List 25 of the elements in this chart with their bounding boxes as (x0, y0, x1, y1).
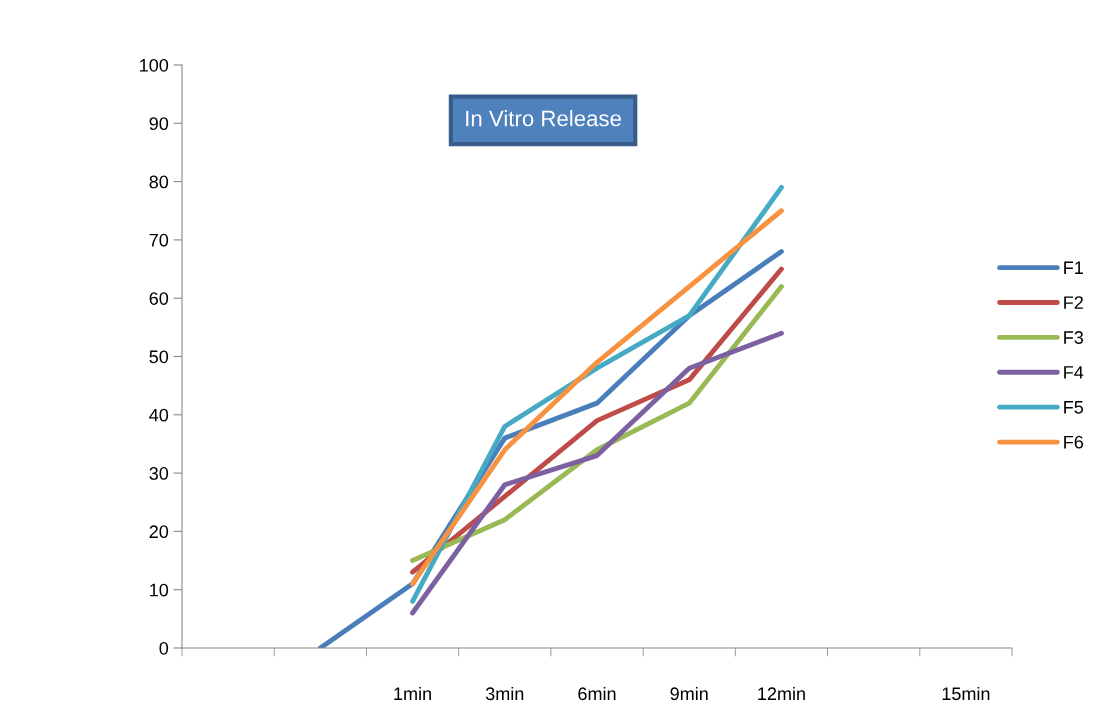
legend-label: F4 (1064, 366, 1084, 379)
y-tick-label: 10 (150, 583, 169, 597)
x-tick-label: 9min (670, 686, 708, 701)
legend-label: F2 (1064, 296, 1083, 309)
legend-label: F6 (1064, 435, 1084, 449)
legend-label: F5 (1064, 401, 1084, 414)
y-tick-label: 40 (149, 408, 169, 422)
x-tick-label: 12min (758, 686, 805, 700)
y-tick-label: 30 (149, 467, 169, 480)
x-tick-label: 3min (485, 686, 524, 701)
y-tick-label: 0 (159, 641, 169, 655)
text: In Vitro Release (466, 110, 621, 127)
y-tick-label: 90 (149, 117, 169, 131)
y-tick-label: 20 (149, 525, 169, 539)
y-tick-label: 70 (149, 233, 169, 247)
x-tick-label: 1min (394, 686, 431, 700)
legend-label: F3 (1064, 331, 1084, 344)
y-tick-label: 100 (140, 58, 169, 72)
line-series (410, 330, 784, 616)
y-tick-label: 80 (149, 175, 169, 189)
x-tick-label: 6min (578, 686, 616, 701)
x-tick-label: 15min (942, 686, 990, 701)
y-tick-label: 60 (149, 292, 169, 305)
legend-label: F1 (1064, 261, 1083, 274)
y-tick-label: 50 (149, 350, 169, 364)
